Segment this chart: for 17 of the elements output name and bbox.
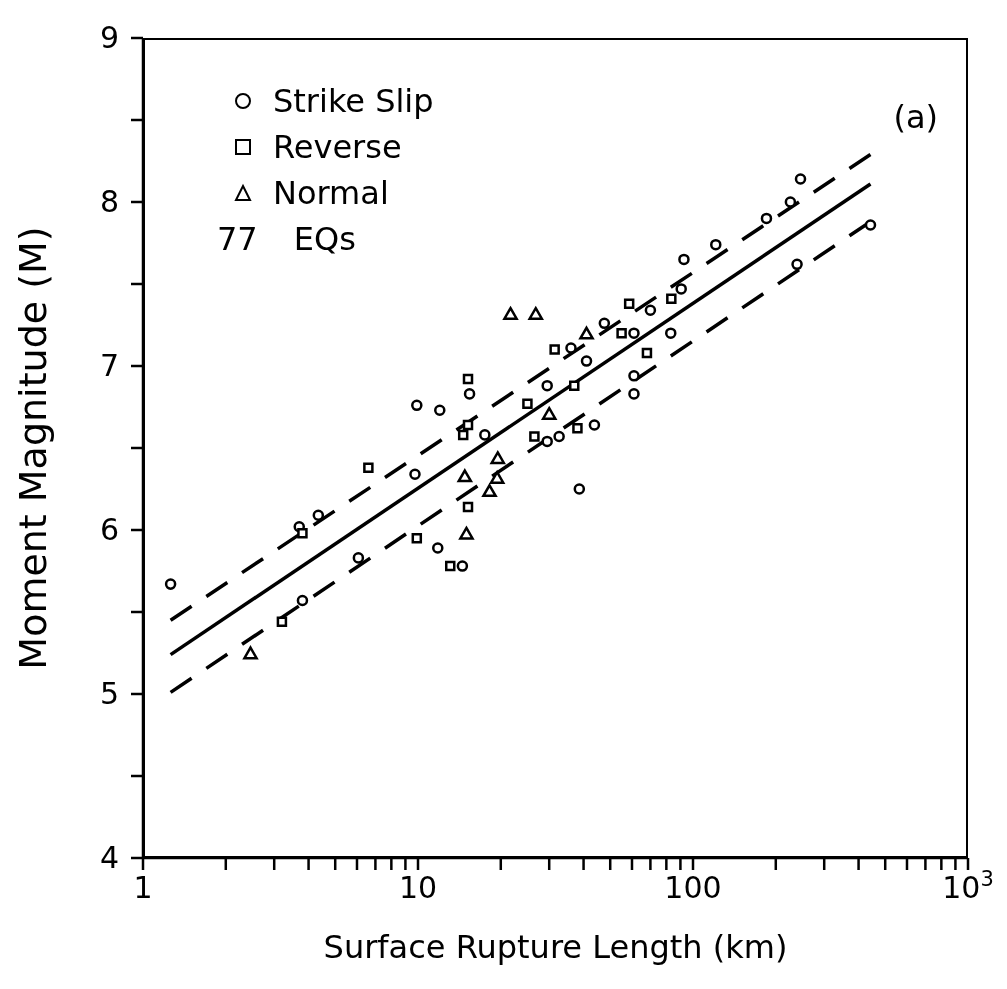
y-tick-label: 7 <box>99 348 119 383</box>
legend-label: Reverse <box>273 127 402 168</box>
legend-label: Strike Slip <box>273 81 434 122</box>
x-tick-label: 10$^{3}$ <box>942 867 994 905</box>
y-axis-title: Moment Magnitude (M) <box>11 226 55 670</box>
x-tick-label: 10 <box>398 870 438 905</box>
annotation: (a) <box>893 98 938 136</box>
y-tick-label: 9 <box>99 20 119 55</box>
x-axis-title: Surface Rupture Length (km) <box>323 928 788 966</box>
y-tick-label: 6 <box>99 512 119 547</box>
x-tick-label: 100 <box>664 870 722 905</box>
legend-label: Normal <box>273 173 389 214</box>
x-tick-label: 1 <box>133 870 153 905</box>
y-tick-label: 8 <box>99 184 119 219</box>
y-tick-label: 4 <box>99 840 119 875</box>
y-tick-label: 5 <box>99 676 119 711</box>
annotation: 77 EQs <box>217 220 356 258</box>
